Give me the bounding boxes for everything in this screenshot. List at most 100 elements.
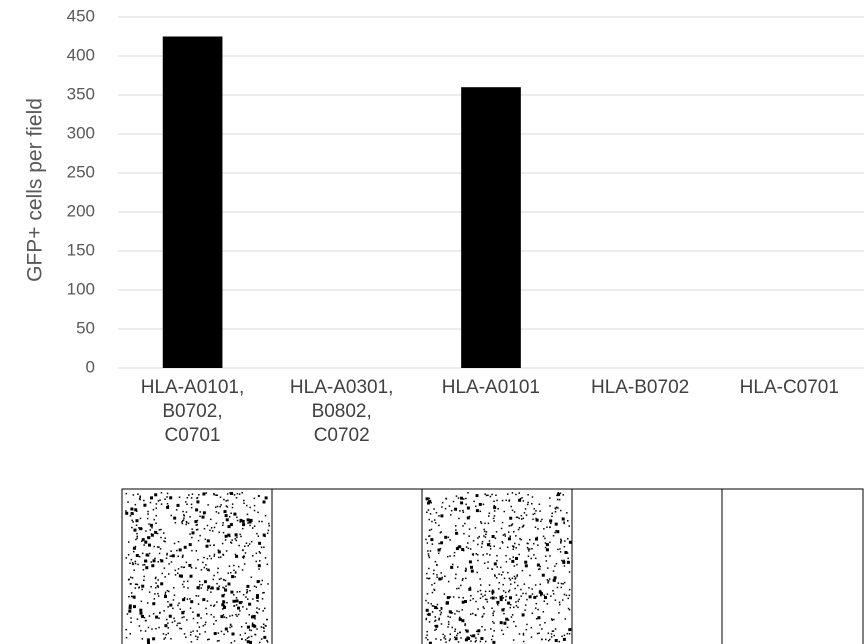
speckle (448, 537, 450, 539)
speckle (213, 575, 215, 577)
speckle (262, 580, 264, 582)
speckle (256, 596, 259, 599)
speckle (213, 494, 215, 496)
speckle (486, 553, 488, 555)
speckle (256, 587, 258, 589)
chart: GFP+ cells per field 0501001502002503003… (0, 0, 864, 644)
speckle (524, 583, 526, 585)
speckle (144, 560, 147, 563)
speckle (126, 637, 128, 639)
speckle (527, 502, 529, 504)
speckle (220, 504, 222, 506)
speckle (433, 570, 435, 572)
speckle (510, 536, 512, 538)
speckle (449, 505, 451, 507)
speckle (155, 523, 157, 525)
speckle (154, 598, 156, 600)
speckle (196, 529, 198, 531)
speckle (509, 517, 512, 520)
speckle (549, 578, 551, 580)
speckle (472, 613, 474, 615)
speckle (503, 534, 505, 536)
speckle (514, 511, 516, 513)
speckle (218, 512, 220, 514)
speckle (185, 501, 187, 503)
speckle (249, 590, 251, 592)
speckle (529, 548, 531, 550)
speckle (429, 530, 431, 532)
speckle (133, 605, 136, 608)
speckle (523, 500, 525, 502)
speckle (226, 518, 229, 521)
speckle (534, 513, 536, 515)
speckle (548, 633, 550, 635)
speckle (430, 513, 432, 515)
speckle (159, 612, 161, 614)
speckle (137, 564, 139, 566)
speckle (246, 543, 248, 545)
speckle (465, 568, 467, 570)
speckle (463, 498, 465, 500)
speckle (245, 552, 247, 554)
speckle (528, 587, 530, 589)
speckle (196, 524, 198, 526)
speckle (165, 637, 167, 639)
speckle (186, 522, 188, 524)
speckle (477, 560, 479, 562)
speckle (216, 523, 218, 525)
speckle (470, 595, 472, 597)
speckle (249, 525, 251, 527)
speckle (545, 556, 547, 558)
speckle (475, 615, 477, 617)
speckle (488, 523, 490, 525)
speckle (518, 529, 520, 531)
speckle (428, 602, 430, 604)
speckle (557, 549, 559, 551)
speckle (227, 631, 229, 633)
speckle (527, 543, 529, 545)
speckle (494, 562, 497, 565)
speckle (426, 619, 428, 621)
speckle (473, 501, 475, 503)
speckle (537, 528, 539, 530)
speckle (447, 596, 450, 599)
speckle (158, 595, 160, 597)
speckle (190, 607, 192, 609)
speckle (444, 576, 446, 578)
speckle (453, 501, 455, 503)
speckle (448, 624, 450, 626)
speckle (496, 577, 498, 579)
speckle (498, 573, 500, 575)
speckle (264, 608, 266, 610)
speckle (136, 519, 139, 522)
speckle (505, 592, 507, 594)
speckle (256, 553, 258, 555)
speckle (460, 585, 462, 587)
speckle (519, 538, 521, 540)
speckle (562, 599, 564, 601)
speckle (532, 613, 534, 615)
speckle (495, 506, 497, 508)
speckle (459, 618, 462, 621)
speckle (178, 603, 180, 605)
speckle (166, 496, 168, 498)
speckle (168, 633, 170, 635)
speckle (192, 611, 194, 613)
speckle (228, 572, 230, 574)
speckle (516, 564, 518, 566)
speckle (433, 573, 435, 575)
speckle (476, 553, 478, 555)
speckle (547, 593, 549, 595)
speckle (185, 524, 187, 526)
speckle (268, 530, 270, 532)
speckle (205, 564, 207, 566)
speckle (441, 578, 443, 580)
speckle (133, 569, 135, 571)
speckle (158, 561, 160, 563)
speckle (537, 564, 540, 567)
speckle (186, 504, 188, 506)
speckle (173, 599, 175, 601)
speckle (262, 598, 264, 600)
speckle (454, 613, 456, 615)
speckle (143, 544, 145, 546)
